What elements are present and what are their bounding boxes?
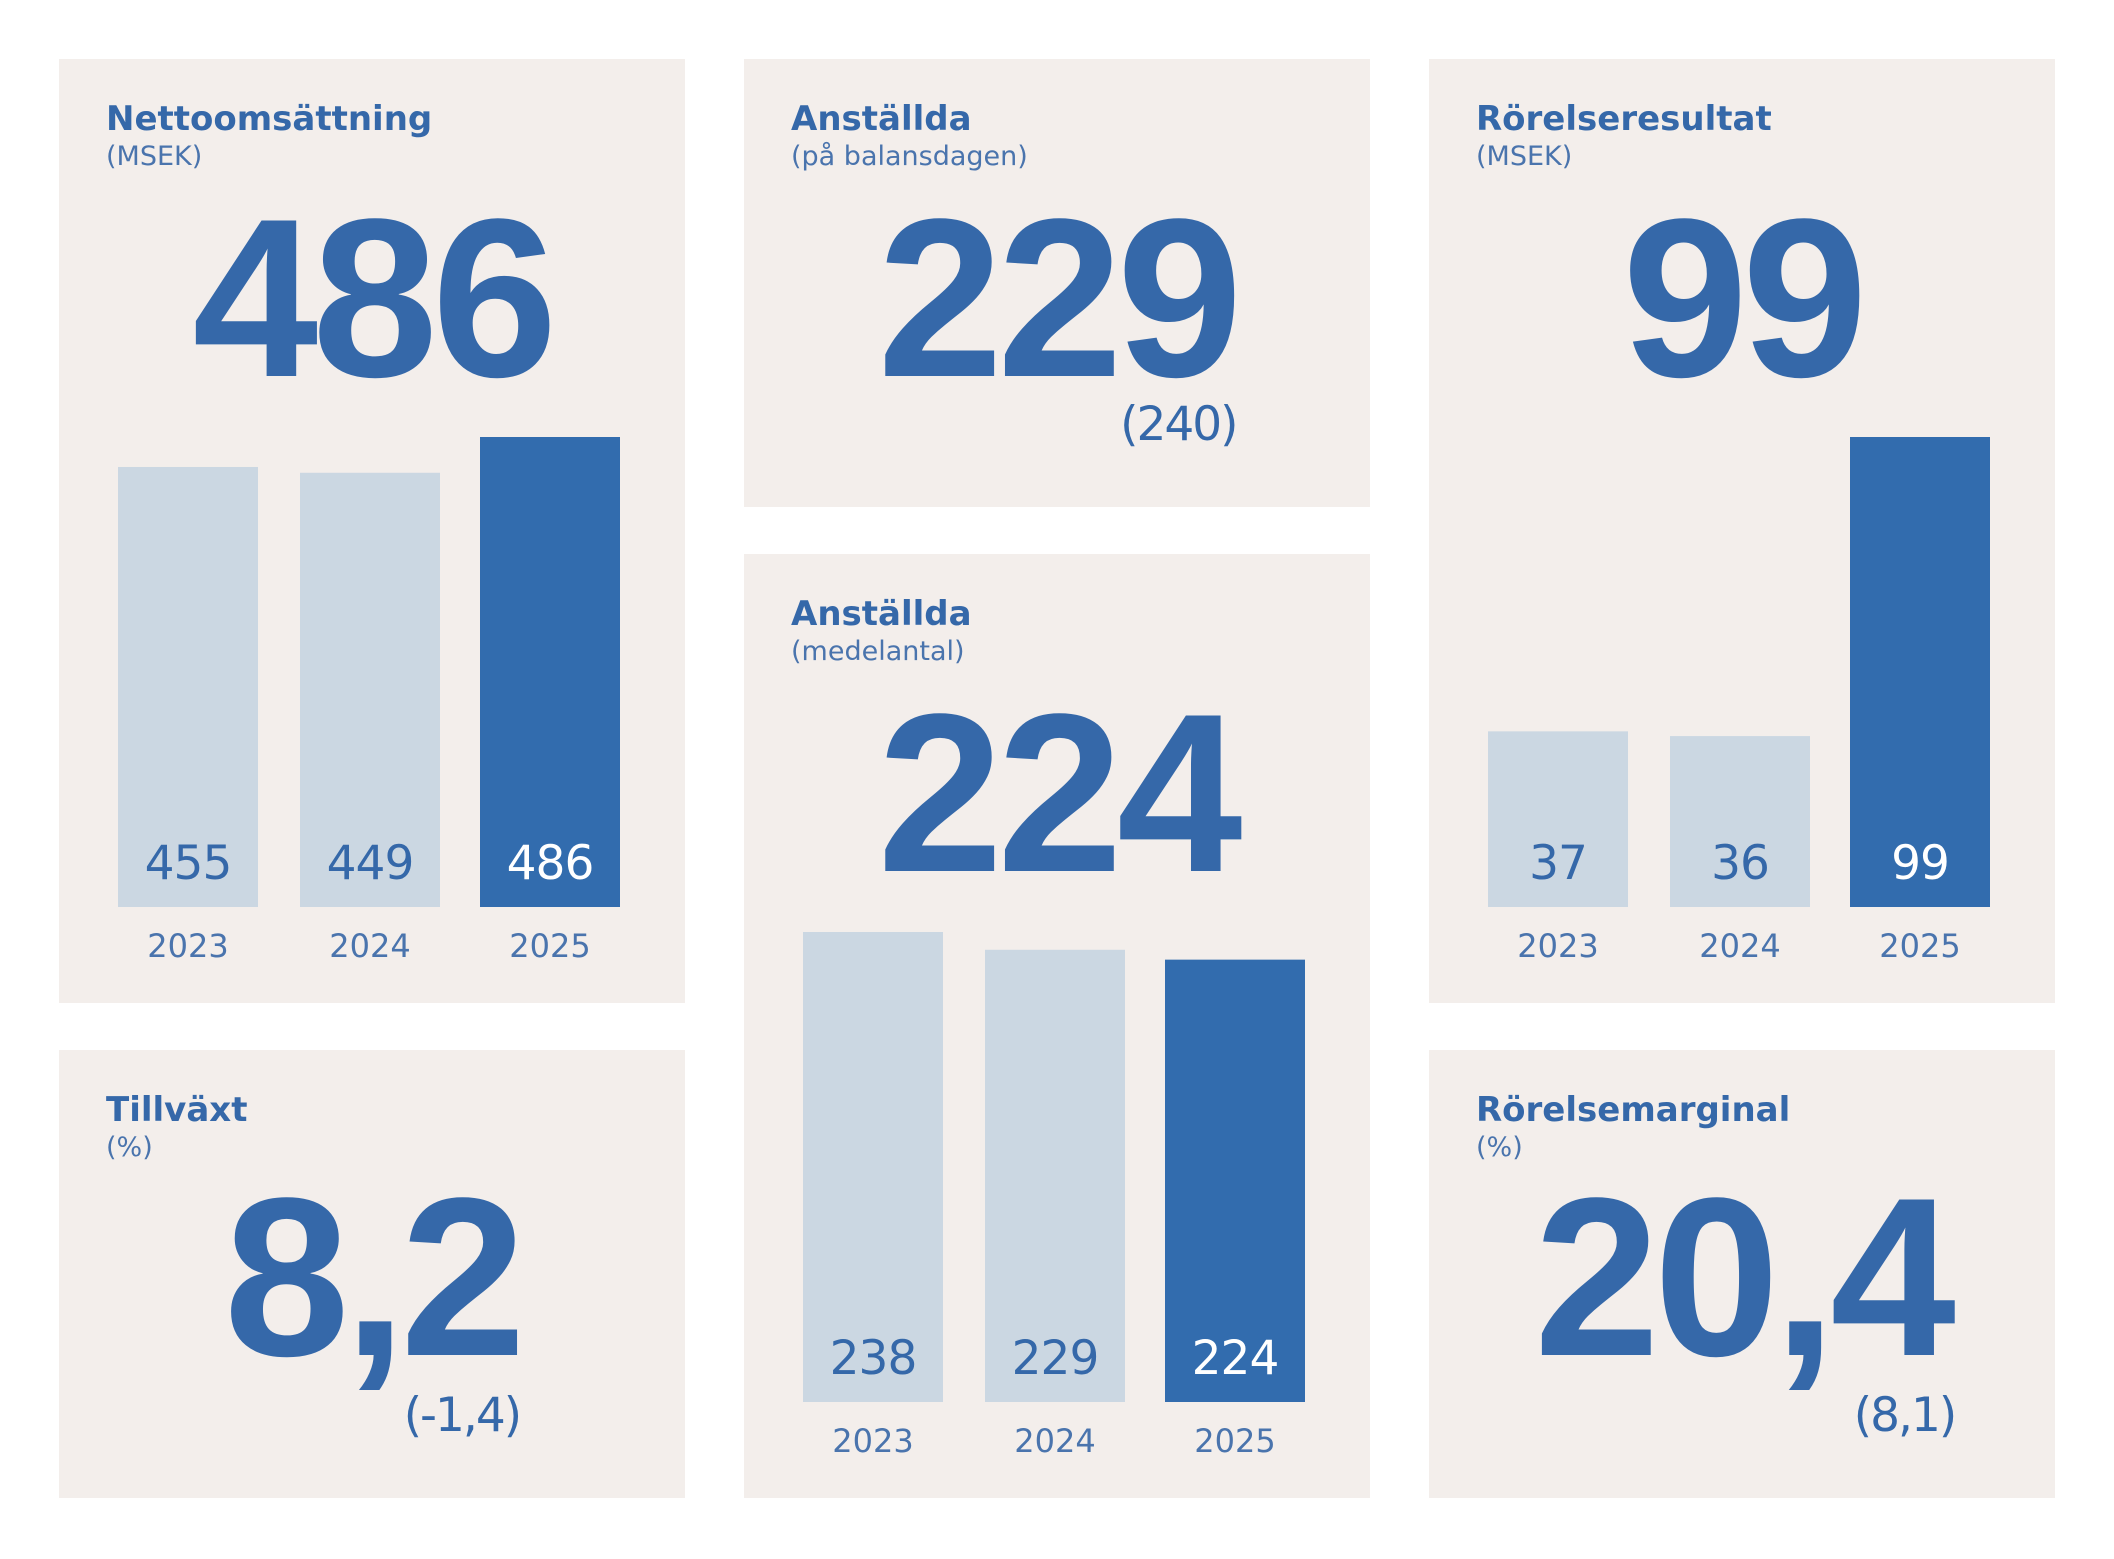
card: Rörelseresultat(MSEK) 99 37 2023 36 2024 99 202…	[1429, 59, 2055, 1003]
kpi-value: 8,2	[224, 1150, 520, 1403]
x-tick-label: 2025	[1194, 1422, 1275, 1460]
bar-value-label: 37	[1529, 836, 1587, 891]
kpi-previous: (8,1)	[1854, 1388, 1955, 1443]
card: Rörelsemarginal(%) 20,4(8,1)	[1429, 1050, 2055, 1498]
card-background	[1429, 1050, 2055, 1498]
bar-value-label: 455	[145, 836, 232, 891]
card-title: Tillväxt	[106, 1090, 247, 1130]
bar-value-label: 238	[830, 1331, 917, 1386]
kpi-value: 99	[1622, 171, 1861, 424]
kpi-previous: (-1,4)	[404, 1388, 520, 1443]
bar	[480, 437, 620, 907]
card: Tillväxt(%) 8,2(-1,4)	[59, 1050, 685, 1498]
bar-value-label: 486	[507, 836, 594, 891]
kpi-value: 224	[877, 666, 1241, 919]
bar	[1670, 736, 1810, 907]
bar-value-label: 99	[1891, 836, 1949, 891]
card: Anställda(medelantal)2242382023229202422…	[744, 554, 1370, 1498]
card-title: Rörelsemarginal	[1476, 1090, 1790, 1130]
card-background	[744, 59, 1370, 507]
kpi-value: 20,4	[1534, 1150, 1955, 1403]
card-subtitle: (%)	[1476, 1132, 1523, 1163]
kpi-value: 229	[877, 171, 1236, 424]
card-title: Anställda	[791, 594, 972, 634]
bar-value-label: 224	[1192, 1331, 1279, 1386]
card-subtitle: (MSEK)	[1476, 141, 1572, 172]
bar	[803, 932, 943, 1402]
bar-value-label: 229	[1012, 1331, 1099, 1386]
card-subtitle: (på balansdagen)	[791, 141, 1028, 172]
x-tick-label: 2023	[832, 1422, 913, 1460]
card-background	[59, 1050, 685, 1498]
x-tick-label: 2024	[1014, 1422, 1095, 1460]
card-subtitle: (MSEK)	[106, 141, 202, 172]
bar	[118, 466, 258, 907]
card: Nettoomsättning(MSEK)4864552023449202448…	[59, 59, 685, 1003]
x-tick-label: 2024	[329, 927, 410, 965]
card-subtitle: (%)	[106, 1132, 153, 1163]
bar	[300, 472, 440, 907]
kpi-previous: (240)	[1120, 397, 1236, 452]
kpi-value: 486	[192, 171, 551, 424]
bar	[1165, 959, 1305, 1402]
bar-value-label: 449	[327, 836, 414, 891]
card-title: Rörelseresultat	[1476, 99, 1772, 139]
bar	[985, 949, 1125, 1402]
card-subtitle: (medelantal)	[791, 636, 965, 667]
x-tick-label: 2023	[147, 927, 228, 965]
bar	[1850, 437, 1990, 907]
x-tick-label: 2025	[509, 927, 590, 965]
card-title: Nettoomsättning	[106, 99, 432, 139]
card: Anställda(på balansdagen)229(240)	[744, 59, 1370, 507]
bar	[1488, 731, 1628, 907]
bar-value-label: 36	[1711, 836, 1769, 891]
x-tick-label: 2025	[1879, 927, 1960, 965]
x-tick-label: 2024	[1699, 927, 1780, 965]
card-title: Anställda	[791, 99, 972, 139]
x-tick-label: 2023	[1517, 927, 1598, 965]
